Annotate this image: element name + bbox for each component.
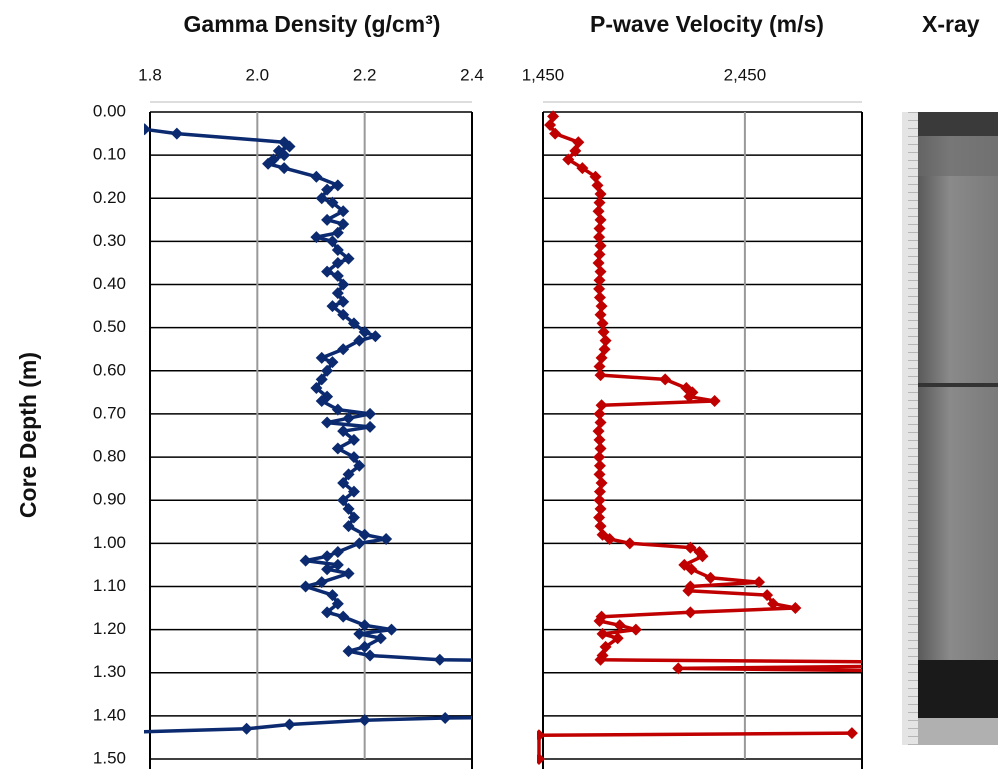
data-point xyxy=(278,162,290,174)
y-tick-label: 0.60 xyxy=(93,360,126,379)
x-tick-label: 2.2 xyxy=(353,65,377,84)
data-point xyxy=(332,546,344,558)
data-point xyxy=(321,417,333,429)
data-point xyxy=(630,624,642,636)
y-tick-label: 0.80 xyxy=(93,447,126,466)
data-point xyxy=(789,602,801,614)
x-tick-label: 2,450 xyxy=(724,65,767,84)
x-tick-label: 2.4 xyxy=(460,65,484,84)
data-point xyxy=(337,611,349,623)
data-point xyxy=(439,712,451,724)
data-point xyxy=(870,660,882,672)
data-point xyxy=(870,656,882,668)
data-point xyxy=(386,624,398,636)
y-tick-label: 1.10 xyxy=(93,576,126,595)
y-tick-label: 0.10 xyxy=(93,145,126,164)
data-point xyxy=(369,330,381,342)
y-tick-label: 0.90 xyxy=(93,490,126,509)
xray-image xyxy=(902,112,998,745)
data-point xyxy=(595,309,607,321)
data-point xyxy=(594,468,606,480)
data-point xyxy=(595,417,607,429)
y-tick-label: 0.20 xyxy=(93,188,126,207)
data-point xyxy=(709,395,721,407)
data-point xyxy=(593,257,605,269)
x-tick-label: 2.0 xyxy=(246,65,270,84)
data-line xyxy=(539,116,876,759)
chart-title: Gamma Density (g/cm³) xyxy=(184,11,441,37)
data-point xyxy=(284,718,296,730)
x-tick-label: 1,450 xyxy=(522,65,565,84)
chart-title: P-wave Velocity (m/s) xyxy=(590,11,824,37)
data-point xyxy=(300,580,312,592)
y-tick-label: 0.50 xyxy=(93,317,126,336)
y-tick-label: 0.40 xyxy=(93,274,126,293)
data-point xyxy=(596,477,608,489)
y-tick-label: 1.40 xyxy=(93,705,126,724)
x-tick-label: 1.8 xyxy=(138,65,162,84)
data-point xyxy=(684,606,696,618)
data-point xyxy=(593,205,605,217)
y-tick-label: 1.50 xyxy=(93,748,126,767)
data-point xyxy=(343,645,355,657)
data-point xyxy=(659,373,671,385)
data-point xyxy=(364,421,376,433)
data-point xyxy=(870,665,882,677)
data-point xyxy=(594,291,606,303)
y-tick-label: 1.20 xyxy=(93,619,126,638)
data-point xyxy=(300,555,312,567)
data-point xyxy=(171,128,183,140)
data-point xyxy=(139,123,151,135)
data-point xyxy=(596,399,608,411)
data-point xyxy=(241,723,253,735)
chart: X-ray Core Depth (m) Gamma Density (g/cm… xyxy=(0,0,998,776)
y-tick-label: 0.30 xyxy=(93,231,126,250)
data-point xyxy=(595,520,607,532)
data-point xyxy=(321,550,333,562)
data-point xyxy=(90,727,102,739)
y-tick-label: 0.00 xyxy=(93,101,126,120)
data-point xyxy=(627,656,639,668)
y-axis-label: Core Depth (m) xyxy=(15,352,41,518)
data-point xyxy=(364,408,376,420)
y-tick-label: 0.70 xyxy=(93,403,126,422)
data-point xyxy=(343,568,355,580)
xray-title: X-ray xyxy=(922,11,980,37)
y-tick-label: 1.30 xyxy=(93,662,126,681)
data-point xyxy=(846,727,858,739)
data-point xyxy=(316,352,328,364)
y-tick-label: 1.00 xyxy=(93,533,126,552)
plot-area xyxy=(533,110,882,765)
data-point xyxy=(434,654,446,666)
data-point xyxy=(705,572,717,584)
data-point xyxy=(624,537,636,549)
data-point xyxy=(332,179,344,191)
data-point xyxy=(310,171,322,183)
